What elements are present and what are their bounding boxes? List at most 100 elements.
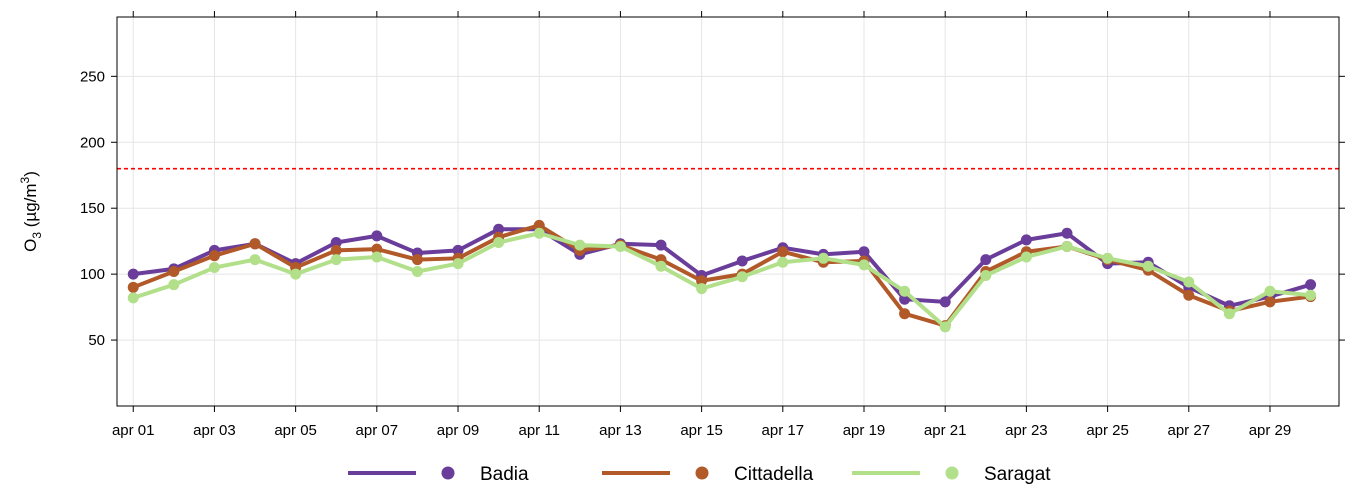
- series-line-cittadella: [132, 223, 1311, 328]
- data-point: [249, 254, 261, 266]
- data-point: [1020, 251, 1032, 263]
- data-point: [696, 275, 708, 287]
- data-point: [411, 265, 423, 277]
- data-point: [168, 279, 180, 291]
- legend: Badia Cittadella Saragat: [348, 464, 1051, 485]
- data-point: [858, 259, 870, 271]
- data-point: [777, 256, 789, 268]
- legend-marker: [945, 466, 959, 480]
- legend-label: Cittadella: [734, 464, 814, 485]
- series-line-saragat: [132, 231, 1311, 329]
- data-point: [1142, 260, 1154, 272]
- data-point: [127, 281, 139, 293]
- data-point: [1102, 252, 1114, 264]
- data-point: [371, 230, 383, 242]
- data-point: [899, 293, 911, 305]
- data-point: [330, 236, 342, 248]
- series-group: [127, 219, 1317, 333]
- data-point: [411, 254, 423, 266]
- data-point: [493, 223, 505, 235]
- x-tick-label: apr 17: [762, 422, 805, 439]
- data-point: [1305, 289, 1317, 301]
- data-point: [290, 268, 302, 280]
- y-axis-title-unit-close: ): [21, 171, 40, 177]
- y-tick-label: 100: [80, 266, 105, 283]
- data-point: [655, 260, 667, 272]
- legend-item-cittadella: Cittadella: [602, 464, 814, 485]
- legend-marker: [441, 466, 455, 480]
- y-tick-label: 250: [80, 68, 105, 85]
- plot-frame: [116, 16, 1340, 407]
- data-point: [371, 251, 383, 263]
- data-point: [574, 239, 586, 251]
- data-point: [168, 265, 180, 277]
- x-tick-label: apr 19: [843, 422, 886, 439]
- grid: [117, 17, 1339, 406]
- y-tick-label: 200: [80, 134, 105, 151]
- y-tick-label: 150: [80, 200, 105, 217]
- data-point: [208, 262, 220, 274]
- legend-item-badia: Badia: [348, 464, 529, 485]
- data-point: [1183, 276, 1195, 288]
- series-cittadella: [127, 219, 1317, 332]
- data-point: [655, 239, 667, 251]
- x-tick-label: apr 21: [924, 422, 967, 439]
- data-point: [777, 246, 789, 258]
- data-point: [939, 296, 951, 308]
- data-point: [1061, 227, 1073, 239]
- data-point: [1020, 234, 1032, 246]
- data-point: [371, 243, 383, 255]
- data-point: [127, 292, 139, 304]
- x-tick-label: apr 01: [112, 422, 155, 439]
- data-point: [736, 255, 748, 267]
- data-point: [939, 321, 951, 333]
- data-point: [493, 236, 505, 248]
- y-axis-title: O3 (µg/m3): [18, 171, 44, 252]
- legend-label: Saragat: [984, 464, 1051, 485]
- data-point: [614, 240, 626, 252]
- x-tick-label: apr 27: [1168, 422, 1211, 439]
- y-axis-title-base: O: [21, 239, 40, 252]
- x-tick-label: apr 09: [437, 422, 480, 439]
- data-point: [533, 219, 545, 231]
- x-tick-label: apr 07: [356, 422, 399, 439]
- x-tick-label: apr 03: [193, 422, 236, 439]
- data-point: [980, 254, 992, 266]
- data-point: [980, 269, 992, 281]
- data-point: [127, 268, 139, 280]
- legend-marker: [695, 466, 709, 480]
- data-point: [817, 252, 829, 264]
- axes: apr 01 apr 03 apr 05 apr 07 apr 09 apr 11 apr …: [80, 11, 1345, 439]
- data-point: [696, 283, 708, 295]
- data-point: [533, 227, 545, 239]
- data-point: [452, 244, 464, 256]
- data-point: [899, 285, 911, 297]
- data-point: [858, 246, 870, 258]
- data-point: [1264, 285, 1276, 297]
- legend-item-saragat: Saragat: [852, 464, 1051, 485]
- x-tick-label: apr 29: [1249, 422, 1292, 439]
- x-tick-label: apr 23: [1005, 422, 1048, 439]
- data-point: [899, 308, 911, 320]
- legend-label: Badia: [480, 464, 529, 485]
- data-point: [249, 238, 261, 250]
- data-point: [330, 244, 342, 256]
- x-tick-label: apr 25: [1086, 422, 1129, 439]
- x-tick-label: apr 15: [680, 422, 723, 439]
- data-point: [1264, 296, 1276, 308]
- data-point: [1305, 279, 1317, 291]
- data-point: [1223, 308, 1235, 320]
- y-axis-title-superscript: 3: [18, 176, 32, 183]
- x-tick-label: apr 13: [599, 422, 642, 439]
- data-point: [452, 258, 464, 270]
- x-tick-label: apr 11: [519, 422, 560, 439]
- x-tick-label: apr 05: [274, 422, 317, 439]
- data-point: [736, 271, 748, 283]
- data-point: [208, 250, 220, 262]
- y-axis-title-unit: (µg/m: [21, 183, 40, 232]
- data-point: [1183, 289, 1195, 301]
- y-axis-title-subscript: 3: [30, 232, 44, 239]
- y-tick-label: 50: [88, 332, 105, 349]
- data-point: [1061, 240, 1073, 252]
